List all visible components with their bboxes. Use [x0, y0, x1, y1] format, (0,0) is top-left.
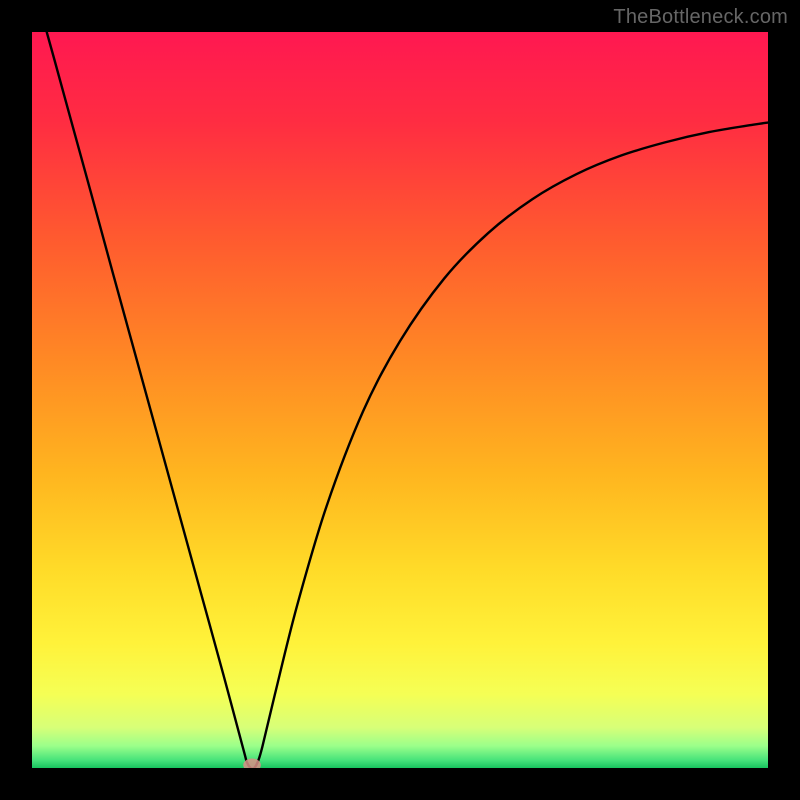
plot-area: [32, 32, 768, 768]
chart-frame: TheBottleneck.com: [0, 0, 800, 800]
watermark-text: TheBottleneck.com: [613, 6, 788, 29]
plot-svg: [32, 32, 768, 768]
gradient-background: [32, 32, 768, 768]
